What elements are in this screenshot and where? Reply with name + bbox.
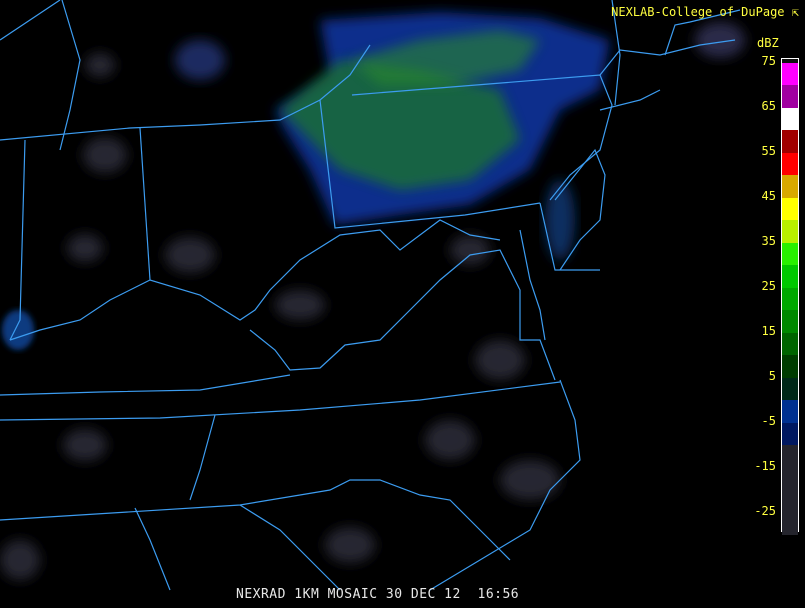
credit-label: NEXLAB-College of DuPage ⇱ (611, 5, 799, 19)
time-label: 16:56 (477, 587, 520, 602)
legend-tick-label: 75 (761, 54, 776, 68)
legend-tick-label: 5 (768, 368, 776, 383)
legend-tick-label: -15 (754, 458, 776, 473)
echo-in (2, 310, 34, 350)
state-boundaries (0, 0, 741, 591)
credit-text: NEXLAB-College of DuPage (611, 5, 785, 19)
legend-band (782, 175, 798, 198)
echo-nj (545, 180, 575, 260)
legend-tick-label: -25 (754, 503, 776, 518)
legend-band (782, 310, 798, 333)
date-label: 30 DEC 12 (385, 587, 461, 602)
legend-band (782, 355, 798, 378)
legend-band (782, 422, 798, 446)
arrow-logo-icon: ⇱ (791, 5, 799, 19)
echo-green-ny (350, 30, 540, 85)
legend-tick-label: -5 (761, 413, 776, 428)
radar-echoes (0, 12, 745, 580)
legend-tick-label: 55 (761, 143, 776, 158)
caption: NEXRAD 1KM MOSAIC 30 DEC 12 16:56 (236, 587, 519, 602)
legend-band (782, 287, 798, 311)
light-echoes (0, 53, 560, 580)
dbz-color-scale (781, 58, 799, 535)
legend-band (782, 197, 798, 221)
legend-band (782, 220, 798, 243)
legend-band (782, 130, 798, 153)
legend-tick-label: 15 (761, 323, 776, 338)
legend-band (782, 63, 798, 86)
legend-tick-label: 45 (761, 188, 776, 203)
legend-tick-label: 65 (761, 98, 776, 113)
legend-band (782, 445, 798, 535)
product-label: NEXRAD 1KM MOSAIC (236, 587, 378, 602)
legend-band (782, 265, 798, 288)
legend-band (782, 377, 798, 401)
legend-band (782, 242, 798, 266)
echo-green-band (280, 60, 520, 190)
legend-tick-label: 25 (761, 278, 776, 293)
legend-unit: dBZ (757, 36, 779, 50)
legend-band (782, 400, 798, 423)
echo-mi (175, 40, 225, 80)
legend-band (782, 152, 798, 176)
echo-ne (695, 22, 745, 58)
legend-band (782, 85, 798, 108)
legend-tick-label: 35 (761, 233, 776, 248)
legend-band (782, 107, 798, 131)
legend-band (782, 332, 798, 356)
